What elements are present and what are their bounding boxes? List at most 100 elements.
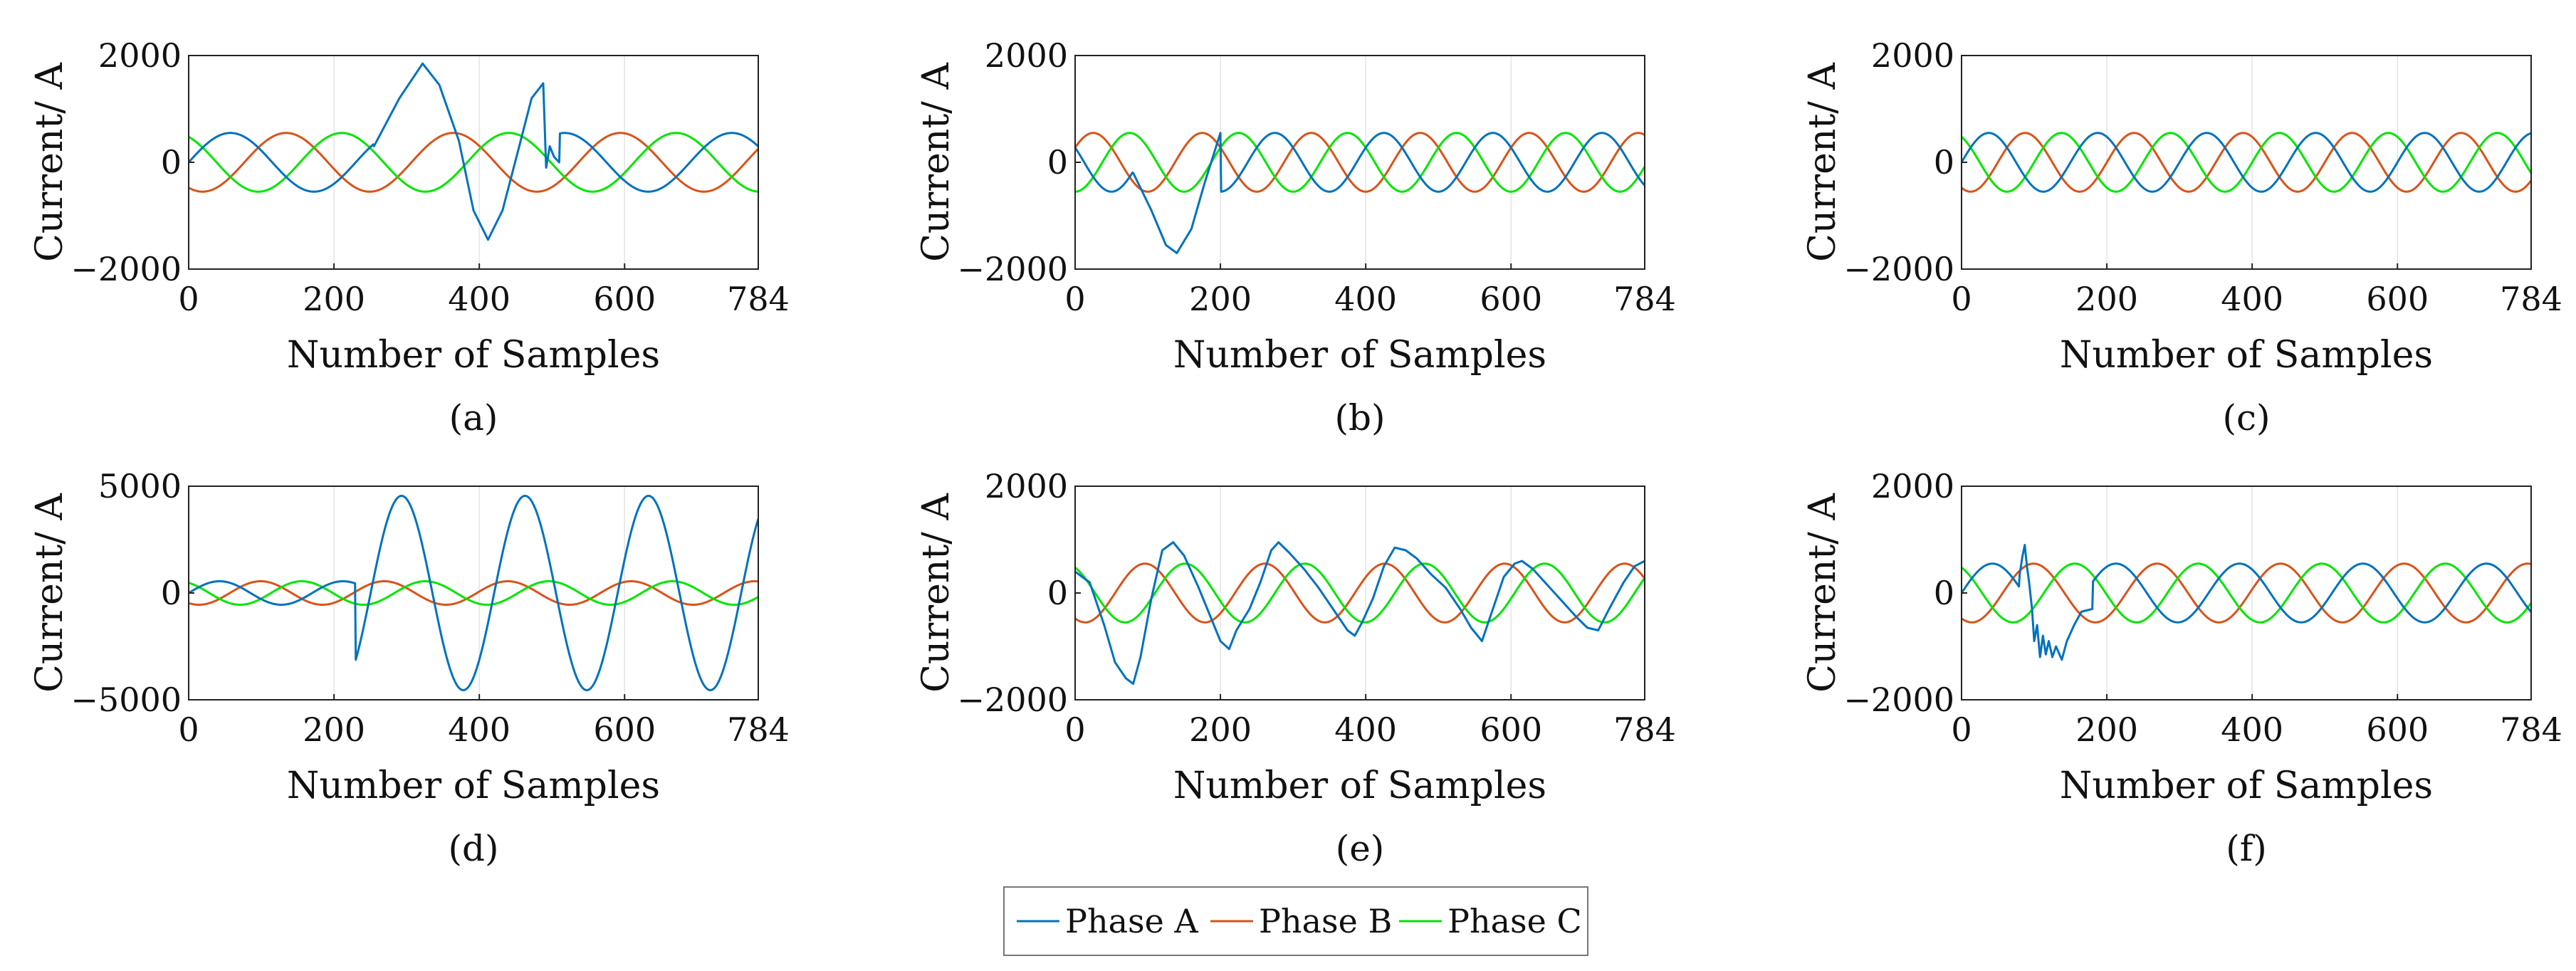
- plot-curves: [1075, 132, 1645, 254]
- x-tick-label: 0: [1064, 710, 1085, 749]
- plot-area: [1075, 56, 1645, 269]
- panel-caption: (f): [2226, 828, 2267, 869]
- y-tick-label: 0: [1934, 143, 1954, 182]
- phase-b-line: [189, 580, 758, 606]
- phase-b-line: [1075, 562, 1645, 624]
- y-tick-label: 0: [1047, 574, 1068, 612]
- phase-a-line: [189, 62, 758, 241]
- x-tick-label: 400: [1334, 280, 1397, 318]
- legend-label: Phase B: [1259, 902, 1392, 940]
- x-tick-label: 200: [303, 710, 365, 749]
- y-tick-label: 2000: [98, 36, 182, 75]
- phase-a-line: [1075, 541, 1645, 685]
- y-axis-label: Current/ A: [915, 62, 958, 262]
- y-tick-label: 0: [1047, 143, 1068, 182]
- phase-c-line: [189, 132, 758, 193]
- plot-area: [1075, 486, 1645, 700]
- x-tick-label: 0: [1064, 280, 1085, 318]
- x-tick-label: 600: [2366, 710, 2429, 749]
- legend: Phase A Phase B Phase C: [1003, 886, 1588, 956]
- y-tick-label: −2000: [1843, 681, 1954, 719]
- x-tick-label: 784: [1613, 710, 1676, 749]
- phase-a-line: [1075, 132, 1645, 254]
- x-axis-label: Number of Samples: [287, 765, 660, 807]
- x-tick-label: 600: [593, 280, 656, 318]
- x-tick-label: 400: [448, 280, 511, 318]
- x-tick-label: 400: [448, 710, 511, 749]
- plot-area: [189, 486, 758, 700]
- plot-area: [189, 56, 758, 269]
- phase-c-line: [1075, 562, 1645, 624]
- phase-b-line: [1075, 132, 1645, 193]
- y-axis-label: Current/ A: [1801, 493, 1844, 693]
- plot-curves: [1962, 132, 2531, 193]
- x-tick-label: 600: [1480, 710, 1542, 749]
- phase-c-line: [189, 580, 758, 606]
- x-tick-label: 200: [303, 280, 365, 318]
- plot-area: [1962, 56, 2531, 269]
- plot-curves: [1075, 541, 1645, 685]
- y-tick-label: 5000: [98, 467, 182, 505]
- y-tick-label: 0: [1934, 574, 1954, 612]
- phase-b-line: [1962, 132, 2531, 193]
- x-tick-label: 784: [727, 710, 790, 749]
- x-tick-label: 784: [1613, 280, 1676, 318]
- x-axis-label: Number of Samples: [2060, 765, 2433, 807]
- phase-c-line: [1075, 132, 1645, 193]
- x-tick-label: 400: [2221, 280, 2283, 318]
- x-tick-label: 784: [727, 280, 790, 318]
- phase-b-line: [189, 132, 758, 193]
- x-tick-label: 200: [1189, 280, 1252, 318]
- phase-c-line: [1962, 562, 2531, 624]
- y-tick-label: 0: [161, 143, 182, 182]
- x-tick-label: 0: [178, 710, 199, 749]
- y-axis-label: Current/ A: [28, 493, 71, 693]
- panel-caption: (a): [449, 397, 498, 439]
- plot-curves: [189, 62, 758, 241]
- x-tick-label: 0: [178, 280, 199, 318]
- x-tick-label: 0: [1951, 280, 1972, 318]
- y-tick-label: −2000: [70, 250, 182, 288]
- y-tick-label: −5000: [70, 681, 182, 719]
- y-tick-label: 2000: [1871, 467, 1954, 505]
- plot-curves: [1962, 544, 2531, 661]
- x-axis-label: Number of Samples: [287, 334, 660, 377]
- x-tick-label: 200: [2075, 710, 2138, 749]
- phase-b-line: [1962, 562, 2531, 624]
- panel-caption: (e): [1336, 828, 1385, 869]
- panel-caption: (b): [1334, 397, 1385, 439]
- y-tick-label: −2000: [957, 681, 1068, 719]
- phase-a-line: [189, 495, 758, 691]
- x-tick-label: 600: [2366, 280, 2429, 318]
- phase-a-line: [1962, 132, 2531, 193]
- y-axis-label: Current/ A: [1801, 62, 1844, 262]
- y-tick-label: 2000: [985, 467, 1068, 505]
- plot-curves: [189, 495, 758, 691]
- y-tick-label: −2000: [1843, 250, 1954, 288]
- x-tick-label: 784: [2500, 280, 2562, 318]
- y-tick-label: 2000: [985, 36, 1068, 75]
- x-tick-label: 0: [1951, 710, 1972, 749]
- phase-a-line: [1962, 544, 2531, 661]
- plot-area: [1962, 486, 2531, 700]
- y-axis-label: Current/ A: [28, 62, 71, 262]
- phase-c-line: [1962, 132, 2531, 193]
- x-axis-label: Number of Samples: [2060, 334, 2433, 377]
- y-tick-label: −2000: [957, 250, 1068, 288]
- legend-label: Phase C: [1447, 902, 1582, 940]
- x-axis-label: Number of Samples: [1173, 334, 1546, 377]
- y-tick-label: 0: [161, 574, 182, 612]
- x-tick-label: 784: [2500, 710, 2562, 749]
- x-tick-label: 600: [593, 710, 656, 749]
- y-tick-label: 2000: [1871, 36, 1954, 75]
- x-axis-label: Number of Samples: [1173, 765, 1546, 807]
- x-tick-label: 400: [2221, 710, 2283, 749]
- x-tick-label: 200: [2075, 280, 2138, 318]
